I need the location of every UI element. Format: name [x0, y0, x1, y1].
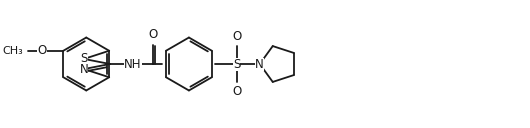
- Text: CH₃: CH₃: [2, 46, 23, 56]
- Text: O: O: [148, 28, 158, 41]
- Text: NH: NH: [124, 57, 142, 71]
- Text: S: S: [233, 57, 241, 71]
- Text: N: N: [80, 63, 89, 76]
- Text: S: S: [81, 52, 87, 65]
- Text: O: O: [37, 44, 47, 57]
- Text: N: N: [255, 57, 264, 71]
- Text: O: O: [232, 30, 242, 43]
- Text: O: O: [232, 85, 242, 98]
